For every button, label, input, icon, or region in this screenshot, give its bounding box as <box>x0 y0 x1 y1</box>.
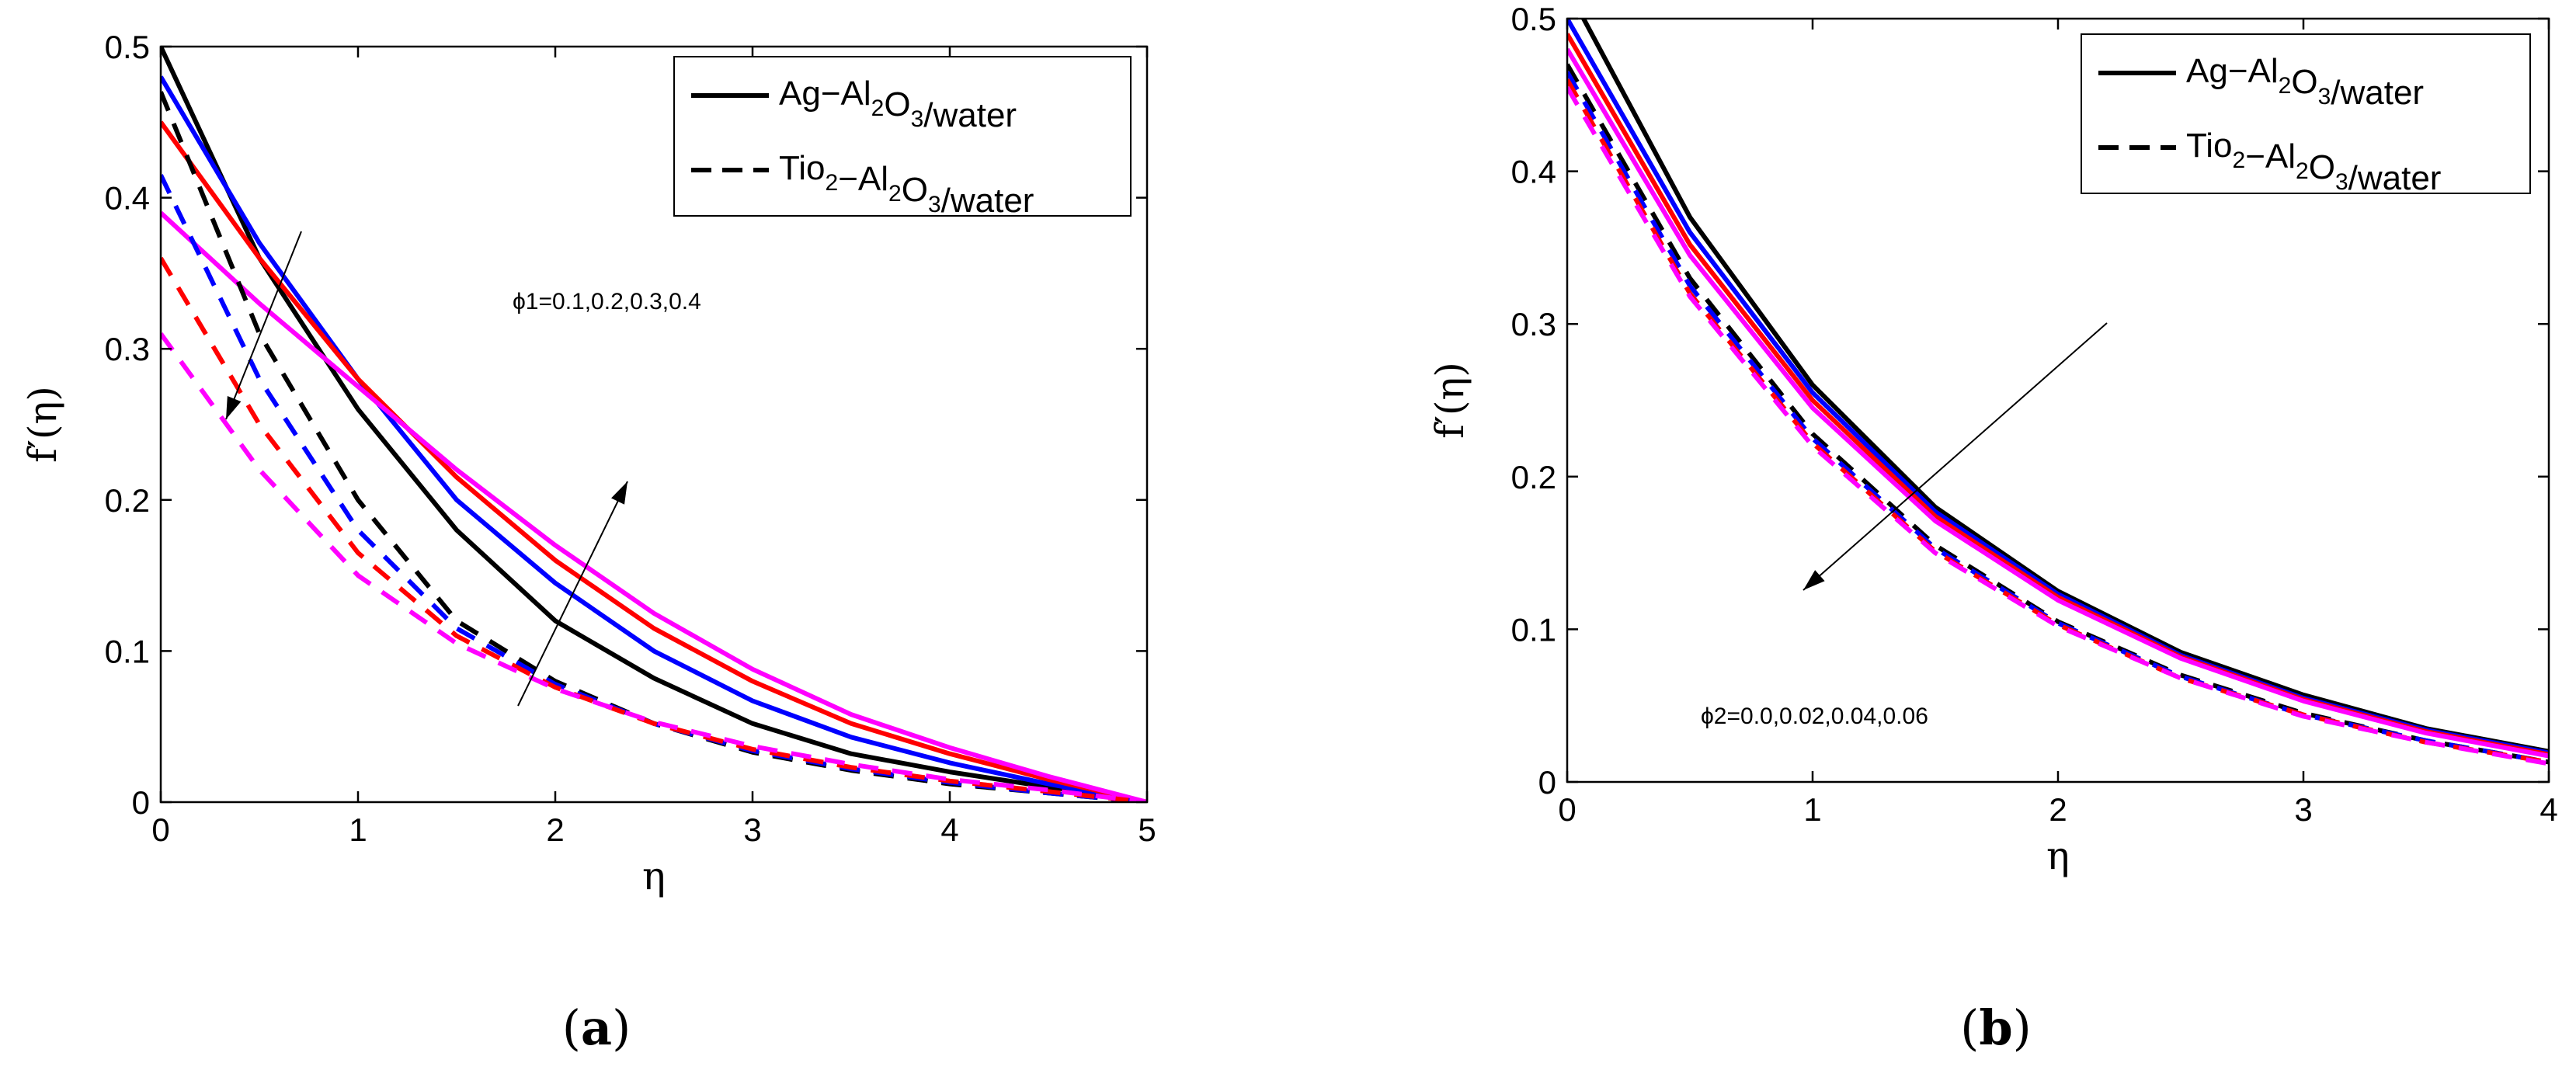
axes-box <box>159 45 1149 804</box>
x-tick-label: 4 <box>2539 791 2557 828</box>
legend-label-2: Tio2−Al2O3/water <box>2186 127 2441 197</box>
panel-label-open: ( <box>1960 999 1979 1056</box>
x-tick-label: 0 <box>151 811 169 848</box>
x-tick-label: 1 <box>1803 791 1821 828</box>
y-tick-label: 0.4 <box>1511 154 1556 190</box>
series-line-4 <box>161 210 1147 802</box>
series-line-3 <box>161 120 1147 802</box>
legend-subscript: 2 <box>2279 73 2292 99</box>
legend-subscript: 3 <box>911 106 924 132</box>
trend-arrow-head <box>1803 570 1825 590</box>
y-tick-label: 0.1 <box>1511 611 1556 648</box>
y-tick-label: 0.1 <box>105 633 150 669</box>
legend-box <box>2081 33 2531 194</box>
legend-text-part: /water <box>923 96 1017 134</box>
legend-text-part: O <box>2291 63 2317 101</box>
trend-arrow-head <box>611 481 627 505</box>
panel-a-chart: 0 1 2 3 4 500.10.20.30.40.5ηf′(η)Ag−Al2O3/wat… <box>20 29 1156 1056</box>
series-line-2 <box>161 75 1147 802</box>
legend-subscript: 2 <box>888 181 902 207</box>
legend-text-part: −Al <box>838 160 888 198</box>
legend-subscript: 2 <box>826 170 839 196</box>
y-tick-label: 0.2 <box>105 482 150 519</box>
y-tick-label: 0.3 <box>1511 306 1556 342</box>
legend-text-part: O <box>2309 148 2335 186</box>
legend-label-1: Ag−Al2O3/water <box>2186 52 2424 112</box>
annotation-label: ϕ1=0.1,0.2,0.3,0.4 <box>513 289 701 314</box>
series-line-4 <box>1567 47 2549 759</box>
legend-text-part: /water <box>2348 159 2442 197</box>
x-axis-label: η <box>642 853 666 898</box>
legend-text-part: Ag−Al <box>2186 52 2279 90</box>
panel-b-chart: 0 1 2 3 400.10.20.30.40.5ηf′(η)Ag−Al2O3/wate… <box>1427 1 2558 1056</box>
series-group <box>161 47 1147 802</box>
series-group <box>1567 19 2549 766</box>
x-tick-label: 1 <box>349 811 367 848</box>
trend-arrow-line <box>517 481 628 707</box>
series-line-7 <box>161 256 1147 802</box>
legend-subscript: 3 <box>2318 84 2331 109</box>
x-tick-label: 2 <box>546 811 564 848</box>
annotation-label: ϕ2=0.0,0.02,0.04,0.06 <box>1701 704 1928 729</box>
legend-text-part: /water <box>2331 74 2424 112</box>
series-line-8 <box>161 332 1147 802</box>
panel-label: (a) <box>562 999 631 1056</box>
y-tick-label: 0.4 <box>105 180 150 217</box>
trend-arrow-line <box>225 231 302 420</box>
panel-label-close: ) <box>2013 999 2032 1056</box>
y-tick-label: 0.3 <box>105 331 150 367</box>
panel-label: (b) <box>1960 999 2032 1056</box>
y-axis-label: f′(η) <box>20 386 65 463</box>
legend-subscript: 2 <box>871 96 885 121</box>
panel-label-open: ( <box>562 999 581 1056</box>
legend-label-1: Ag−Al2O3/water <box>779 75 1017 134</box>
x-axis-label: η <box>2046 833 2070 878</box>
y-tick-label: 0.2 <box>1511 459 1556 495</box>
legend-subscript: 2 <box>2233 148 2246 173</box>
y-tick-label: 0.5 <box>1511 1 1556 37</box>
panel-label-close: ) <box>612 999 631 1056</box>
y-axis-label: f′(η) <box>1427 362 1472 439</box>
legend-text-part: −Al <box>2245 137 2296 175</box>
x-tick-label: 0 <box>1558 791 1576 828</box>
legend-label-2: Tio2−Al2O3/water <box>779 149 1034 220</box>
legend-box <box>673 56 1132 217</box>
x-tick-label: 2 <box>2049 791 2067 828</box>
legend-text-part: O <box>902 171 928 209</box>
legend-subscript: 3 <box>928 192 941 217</box>
legend-text-part: O <box>884 85 910 123</box>
trend-arrow-head <box>226 396 242 419</box>
x-tick-label: 3 <box>2294 791 2312 828</box>
legend-text-part: Ag−Al <box>779 75 871 113</box>
y-tick-label: 0.5 <box>105 29 150 65</box>
y-tick-label: 0 <box>132 784 150 821</box>
legend-text-part: Tio <box>2186 127 2233 165</box>
x-tick-label: 4 <box>940 811 958 848</box>
trend-arrow-line <box>1803 322 2108 591</box>
x-tick-label: 5 <box>1138 811 1156 848</box>
series-line-6 <box>1567 71 2549 765</box>
legend-text-part: /water <box>941 182 1034 220</box>
legend-subscript: 3 <box>2335 169 2348 195</box>
panel-label-letter: a <box>581 999 612 1056</box>
y-tick-label: 0 <box>1538 764 1556 801</box>
x-tick-label: 3 <box>743 811 761 848</box>
series-line-7 <box>1567 78 2549 765</box>
panel-label-letter: b <box>1979 999 2012 1056</box>
legend-subscript: 2 <box>2296 158 2309 184</box>
legend-text-part: Tio <box>779 149 826 187</box>
